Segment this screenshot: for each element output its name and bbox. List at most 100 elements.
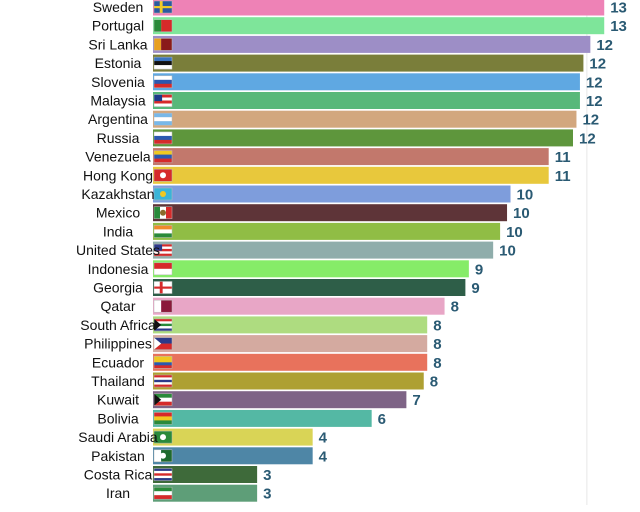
flag-philippines-icon: [153, 337, 173, 350]
category-label: Sri Lanka: [88, 36, 147, 52]
category-label: Pakistan: [91, 448, 145, 464]
value-label: 12: [586, 93, 603, 110]
value-label: 6: [378, 411, 386, 428]
flag-bolivia-icon: [153, 412, 173, 425]
flag-argentina-icon: [153, 112, 173, 126]
value-label: 10: [506, 224, 523, 241]
category-label: Venezuela: [85, 149, 151, 165]
bar-pakistan: [153, 447, 313, 465]
value-label: 13: [610, 0, 627, 17]
value-label: 8: [430, 374, 438, 391]
flag-mexico-icon: [153, 206, 173, 219]
bar-hong-kong: [153, 166, 549, 184]
category-label: South Africa: [80, 317, 156, 333]
flag-portugal-icon: [153, 19, 173, 32]
value-label: 13: [610, 18, 627, 35]
value-label: 9: [475, 261, 483, 278]
bar-philippines: [153, 335, 428, 353]
bar-slovenia: [153, 73, 580, 91]
value-label: 7: [412, 392, 420, 409]
category-label: Qatar: [100, 298, 135, 314]
value-label: 4: [319, 448, 328, 465]
flags-layer: [153, 0, 173, 500]
category-label: Georgia: [93, 280, 143, 296]
bar-georgia: [153, 279, 466, 296]
bar-ecuador: [153, 353, 428, 371]
bar-kazakhstan: [153, 185, 511, 203]
value-label: 3: [263, 467, 271, 484]
flag-ecuador-icon: [153, 356, 173, 369]
bar-united-states: [153, 241, 494, 259]
flag-hong-kong-icon: [153, 169, 173, 182]
bar-bolivia: [153, 409, 372, 427]
bar-indonesia: [153, 260, 469, 278]
flag-thailand-icon: [153, 374, 173, 388]
category-label: Russia: [97, 130, 140, 146]
bar-thailand: [153, 372, 424, 390]
value-label: 12: [579, 130, 596, 147]
flag-saudi-arabia-icon: [153, 430, 173, 444]
labels-layer: Sweden 13 Portugal 13 Sri Lanka 12 Estonia 12 Sl…: [76, 0, 627, 503]
bar-qatar: [153, 297, 445, 315]
flag-russia-icon: [153, 131, 173, 145]
flag-estonia-icon: [153, 56, 173, 70]
category-label: United States: [76, 242, 160, 258]
flag-iran-icon: [153, 486, 173, 500]
category-label: Costa Rica: [84, 467, 153, 483]
category-label: Thailand: [91, 373, 145, 389]
value-label: 8: [433, 317, 441, 334]
flag-venezuela-icon: [153, 150, 173, 163]
bar-mexico: [153, 204, 508, 222]
flag-kazakhstan-icon: [153, 187, 173, 201]
value-label: 12: [589, 56, 606, 73]
bar-iran: [153, 484, 258, 502]
value-label: 8: [433, 336, 441, 353]
value-label: 9: [471, 280, 479, 297]
value-label: 10: [499, 243, 516, 260]
value-label: 10: [517, 187, 534, 204]
value-label: 12: [596, 37, 613, 54]
value-label: 8: [433, 355, 441, 372]
bar-india: [153, 222, 501, 240]
bar-sweden: [153, 0, 605, 16]
category-label: Hong Kong: [83, 167, 153, 183]
category-label: Portugal: [92, 18, 144, 34]
value-label: 11: [555, 168, 571, 185]
flag-kuwait-icon: [153, 393, 173, 406]
category-label: Slovenia: [91, 74, 145, 90]
bar-south-africa: [153, 316, 428, 334]
flag-south-africa-icon: [153, 318, 173, 332]
value-label: 4: [319, 430, 328, 447]
flag-georgia-icon: [153, 281, 173, 294]
bar-russia: [153, 129, 573, 147]
category-label: Kuwait: [97, 392, 139, 408]
value-label: 11: [555, 149, 571, 166]
category-label: Indonesia: [88, 261, 149, 277]
flag-united-states-icon: [153, 243, 173, 257]
category-label: Argentina: [88, 111, 148, 127]
bar-venezuela: [153, 148, 549, 166]
bar-sri-lanka: [153, 35, 591, 53]
flag-pakistan-icon: [153, 449, 173, 463]
category-label: Philippines: [84, 336, 152, 352]
value-label: 3: [263, 486, 271, 503]
bar-kuwait: [153, 391, 407, 409]
bar-malaysia: [153, 92, 580, 109]
category-label: Estonia: [95, 55, 142, 71]
category-label: Kazakhstan: [81, 186, 154, 202]
bar-costa-rica: [153, 466, 258, 483]
flag-sweden-icon: [153, 0, 173, 14]
value-label: 10: [513, 205, 530, 222]
category-label: Malaysia: [90, 93, 145, 109]
flag-costa-rica-icon: [153, 468, 173, 481]
flag-sri-lanka-icon: [153, 38, 173, 51]
category-label: Sweden: [93, 0, 144, 15]
flag-malaysia-icon: [153, 94, 173, 107]
category-label: Saudi Arabia: [78, 429, 158, 445]
flag-indonesia-icon: [153, 262, 173, 276]
flag-india-icon: [153, 225, 173, 238]
category-label: Iran: [106, 485, 130, 501]
value-label: 12: [586, 74, 603, 91]
value-label: 8: [451, 299, 459, 316]
